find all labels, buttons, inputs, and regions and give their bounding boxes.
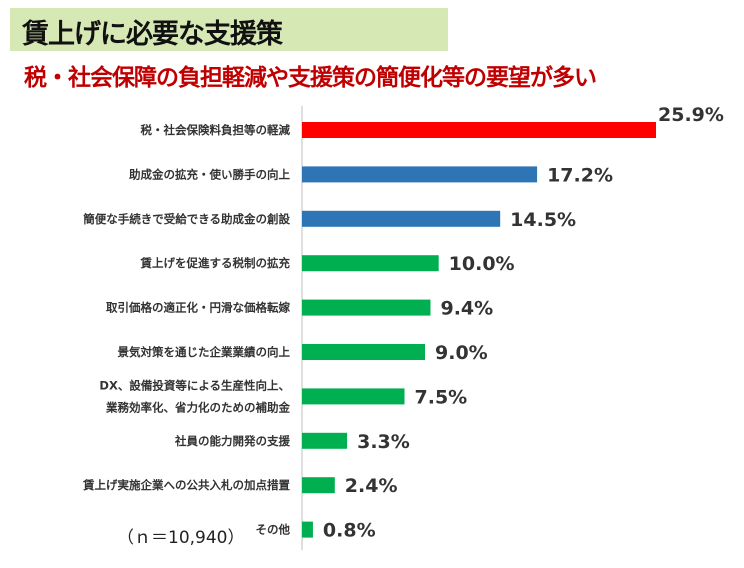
category-label: 業務効率化、省力化のための補助金 <box>105 400 290 414</box>
category-label: 助成金の拡充・使い勝手の向上 <box>129 167 290 181</box>
bar <box>302 166 538 183</box>
page-title: 賃上げに必要な支援策 <box>22 19 283 50</box>
category-label: 簡便な手続きで受給できる助成金の創設 <box>82 212 290 226</box>
data-label: 2.4% <box>345 475 398 497</box>
title-band <box>10 8 448 51</box>
bar <box>302 255 439 272</box>
data-label: 0.8% <box>323 520 376 542</box>
category-label: 景気対策を通じた企業業績の向上 <box>117 345 291 359</box>
bar <box>302 521 313 538</box>
bar <box>302 299 431 316</box>
data-label: 7.5% <box>415 386 468 408</box>
data-label: 17.2% <box>547 164 613 186</box>
data-label: 10.0% <box>449 253 515 275</box>
data-label: 14.5% <box>510 209 576 231</box>
bar <box>302 477 335 494</box>
category-label: 賃上げを促進する税制の拡充 <box>140 256 291 270</box>
data-label: 25.9% <box>658 104 724 126</box>
sample-size-note: （ｎ＝10,940） <box>117 528 245 548</box>
category-label: その他 <box>256 523 291 537</box>
bar <box>302 122 656 138</box>
category-label: 取引価格の適正化・円滑な価格転嫁 <box>106 301 290 315</box>
data-label: 3.3% <box>357 431 410 453</box>
category-label: DX、設備投資等による生産性向上、 <box>99 378 290 392</box>
bar <box>302 344 426 360</box>
bar <box>302 210 501 227</box>
data-label: 9.0% <box>435 342 488 364</box>
data-label: 9.4% <box>440 298 493 320</box>
page-subtitle: 税・社会保障の負担軽減や支援策の簡便化等の要望が多い <box>24 65 597 91</box>
bar <box>302 432 348 449</box>
category-label: 賃上げ実施企業への公共入札の加点措置 <box>82 478 290 492</box>
bar <box>302 388 405 405</box>
category-label: 社員の能力開発の支援 <box>174 434 290 448</box>
category-label: 税・社会保険料負担等の軽減 <box>141 123 291 137</box>
